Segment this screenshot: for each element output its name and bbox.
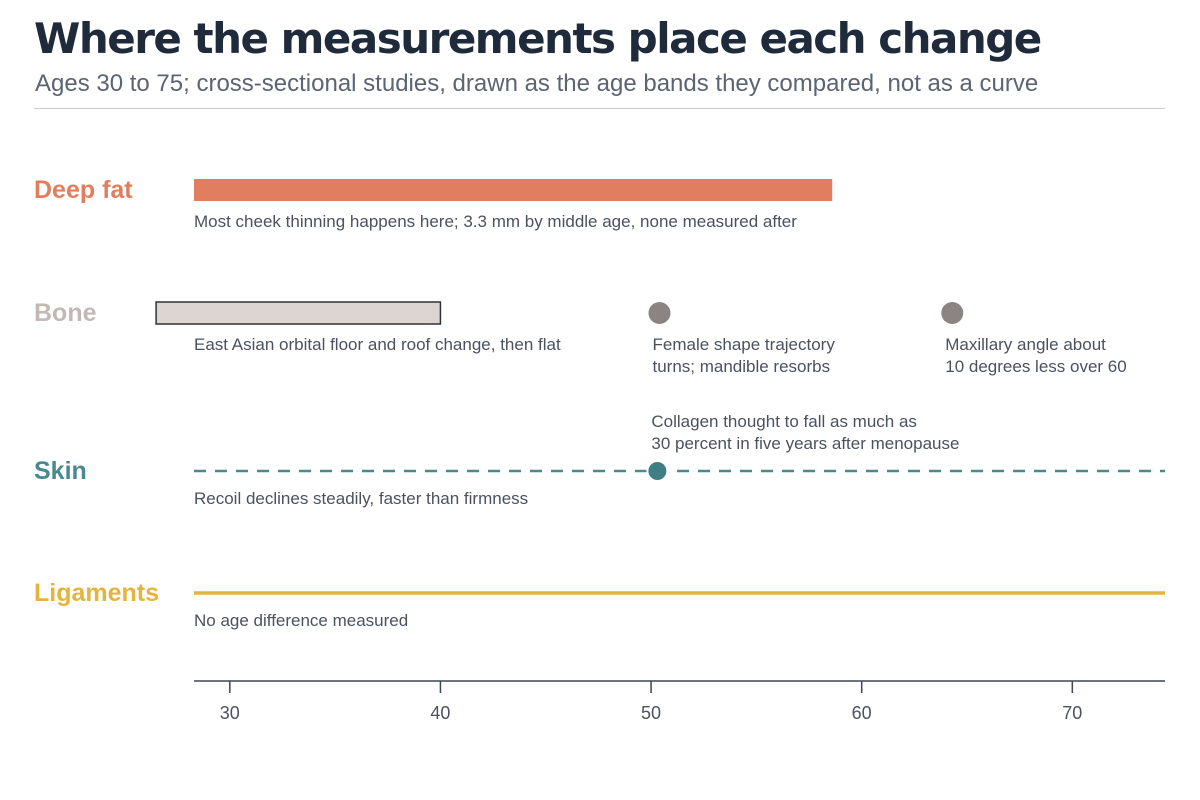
- x-tick-label-30: 30: [220, 703, 240, 723]
- bone-band-1-note-line-1: East Asian orbital floor and roof change…: [194, 335, 561, 354]
- bone-point-2-note-line-2: turns; mandible resorbs: [652, 357, 830, 376]
- x-tick-label-70: 70: [1062, 703, 1082, 723]
- x-tick-label-40: 40: [430, 703, 450, 723]
- x-tick-label-50: 50: [641, 703, 661, 723]
- bone-band-1: [155, 301, 442, 325]
- chart-subtitle: Ages 30 to 75; cross-sectional studies, …: [35, 70, 1039, 97]
- ligaments-line-1-note-line-1: No age difference measured: [194, 611, 408, 630]
- bone-point-3: [941, 302, 964, 324]
- skin-point-2-note-line-1: Collagen thought to fall as much as: [651, 412, 917, 431]
- bone-point-2-note-line-1: Female shape trajectory: [652, 335, 835, 354]
- row-label-deep-fat: Deep fat: [34, 176, 133, 204]
- bone-point-2: [648, 302, 671, 324]
- skin-line-1-note-line-1: Recoil declines steadily, faster than fi…: [194, 489, 528, 508]
- row-label-ligaments: Ligaments: [34, 579, 159, 607]
- row-label-bone: Bone: [34, 299, 97, 327]
- header-divider: [34, 108, 1165, 109]
- bone-point-3-note-line-1: Maxillary angle about: [945, 335, 1106, 354]
- skin-point-2: [646, 460, 669, 482]
- chart-title: Where the measurements place each change: [34, 14, 1042, 63]
- deep-fat-band-1-note-line-1: Most cheek thinning happens here; 3.3 mm…: [194, 212, 797, 231]
- x-tick-label-60: 60: [852, 703, 872, 723]
- row-label-skin: Skin: [34, 457, 87, 485]
- deep-fat-band-1: [194, 179, 833, 201]
- bone-point-3-note-line-2: 10 degrees less over 60: [945, 357, 1126, 376]
- skin-point-2-note-line-2: 30 percent in five years after menopause: [651, 434, 959, 453]
